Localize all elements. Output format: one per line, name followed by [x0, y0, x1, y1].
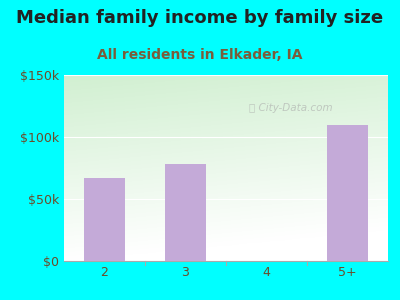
Text: All residents in Elkader, IA: All residents in Elkader, IA [97, 48, 303, 62]
Bar [84, 178, 125, 261]
Text: Median family income by family size: Median family income by family size [16, 9, 384, 27]
Bar [165, 164, 206, 261]
Text: ⓘ City-Data.com: ⓘ City-Data.com [249, 103, 333, 113]
Bar [327, 124, 368, 261]
